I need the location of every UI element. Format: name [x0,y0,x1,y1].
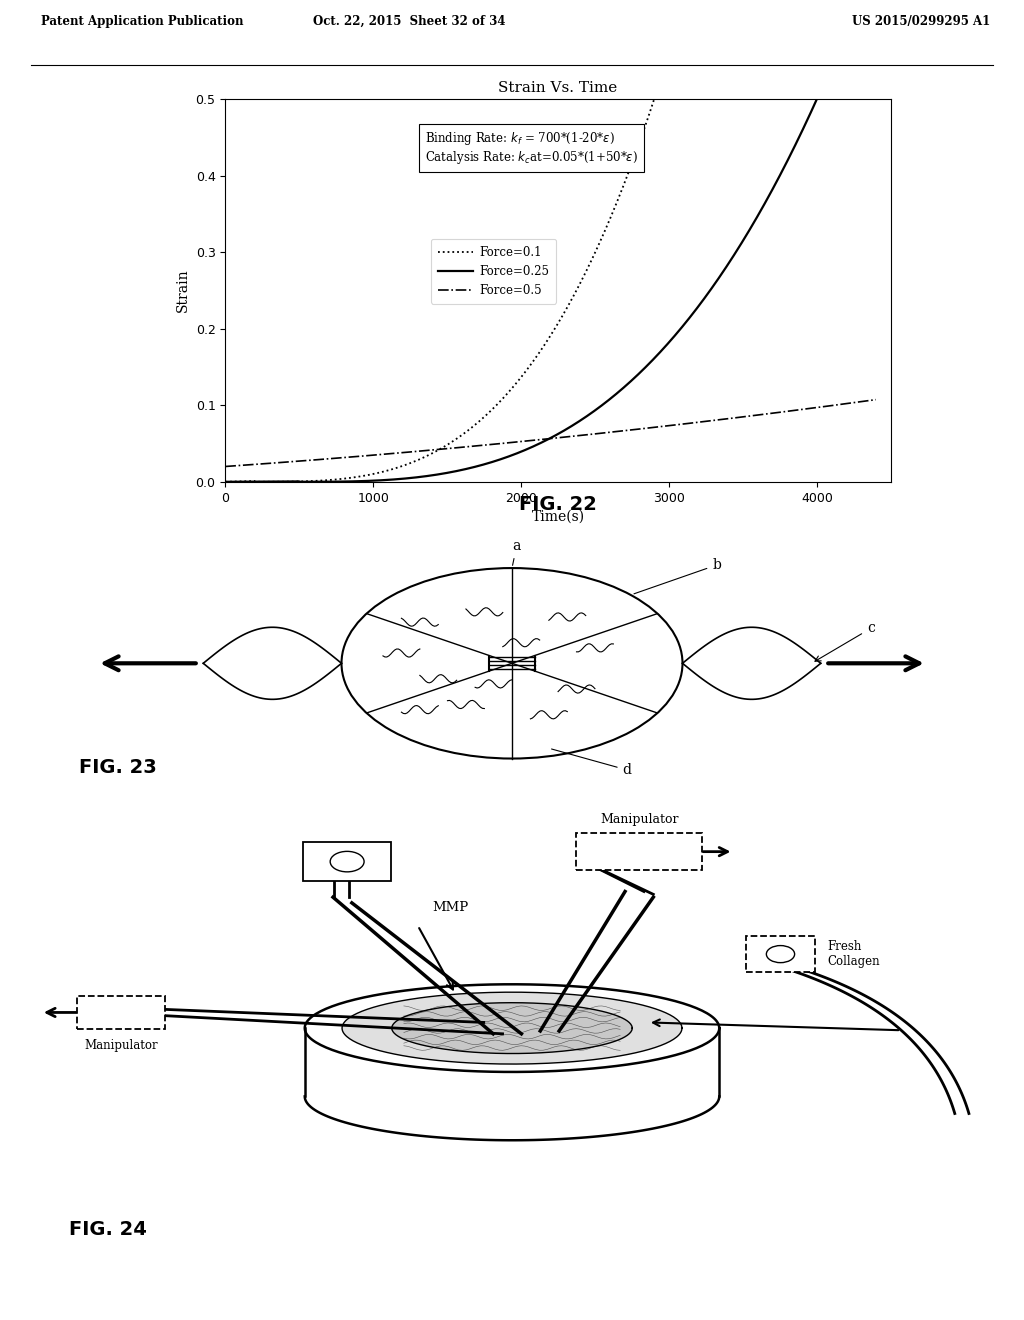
Force=0.1 [645,99,657,115]
Text: Patent Application Publication: Patent Application Publication [41,16,244,28]
Line: Force=0.1: Force=0.1 [225,83,876,482]
Force=0.5 [721,411,733,426]
Text: c: c [815,622,874,661]
Force=0.25 [813,87,825,103]
Y-axis label: Strain: Strain [176,268,190,313]
Text: FIG. 22: FIG. 22 [519,495,597,515]
Force=0.5 [813,400,825,416]
Force=0.5 [645,420,657,436]
FancyBboxPatch shape [77,995,165,1030]
Force=0.1 [318,473,331,488]
Text: Binding Rate: $k_f$ = 700*(1-20*$\epsilon$)
Catalysis Rate: $k_c$at=0.05*(1+50*$: Binding Rate: $k_f$ = 700*(1-20*$\epsilo… [425,129,638,166]
Legend: Force=0.1, Force=0.25, Force=0.5: Force=0.1, Force=0.25, Force=0.5 [431,239,556,304]
Text: Manipulator: Manipulator [84,1040,158,1052]
Title: Strain Vs. Time: Strain Vs. Time [499,81,617,95]
Force=0.5 [219,458,231,474]
FancyBboxPatch shape [577,833,702,870]
Text: Oct. 22, 2015  Sheet 32 of 34: Oct. 22, 2015 Sheet 32 of 34 [313,16,506,28]
Force=0.25 [318,474,331,490]
Text: FIG. 23: FIG. 23 [79,758,157,776]
Text: Manipulator: Manipulator [600,813,679,826]
Text: b: b [634,558,721,594]
Circle shape [330,851,365,871]
Circle shape [342,568,683,759]
Force=0.25 [869,75,882,91]
Text: US 2015/0299295 A1: US 2015/0299295 A1 [852,16,991,28]
X-axis label: Time(s): Time(s) [531,510,585,524]
Force=0.5 [869,392,882,408]
Text: FIG. 24: FIG. 24 [70,1220,147,1238]
FancyBboxPatch shape [303,842,391,882]
Text: d: d [552,748,632,777]
Ellipse shape [392,1003,632,1053]
Force=0.25 [641,358,653,374]
Force=0.1 [219,474,231,490]
Force=0.1 [641,112,653,128]
Force=0.25 [219,474,231,490]
Force=0.25 [818,75,830,91]
Text: a: a [512,539,521,565]
Ellipse shape [342,993,682,1064]
FancyBboxPatch shape [745,936,815,973]
Force=0.5 [641,420,653,436]
Force=0.1 [721,75,733,91]
Force=0.1 [869,75,882,91]
Force=0.25 [331,474,343,490]
Line: Force=0.25: Force=0.25 [225,83,876,482]
Force=0.1 [813,75,825,91]
Circle shape [766,945,795,962]
Force=0.5 [331,450,343,466]
Text: Fresh
Collagen: Fresh Collagen [827,940,881,968]
Force=0.1 [653,75,666,91]
Force=0.25 [721,257,733,273]
Force=0.25 [645,354,657,370]
Line: Force=0.5: Force=0.5 [225,400,876,466]
Force=0.1 [331,471,343,487]
Text: MMP: MMP [432,902,468,915]
Force=0.5 [318,451,331,467]
